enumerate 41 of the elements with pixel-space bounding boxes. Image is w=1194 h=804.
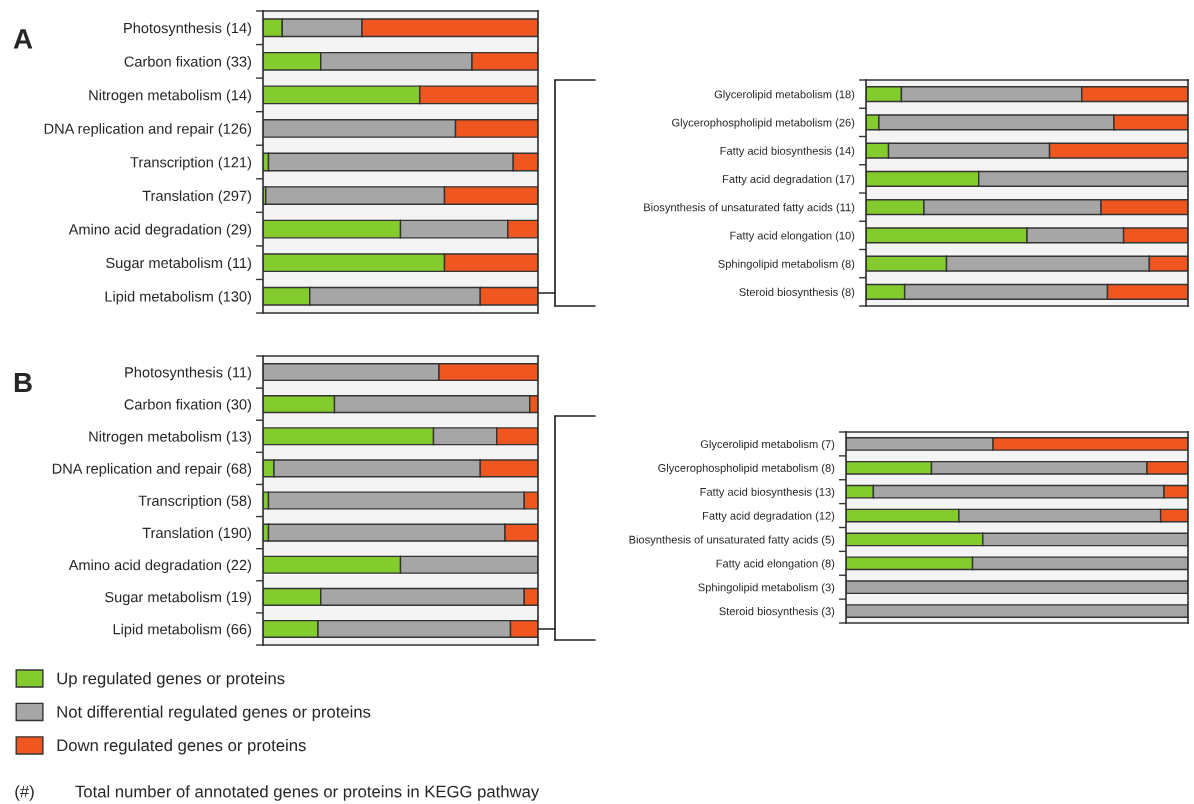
y-tick-label: Nitrogen metabolism (13): [89, 430, 251, 445]
y-tick-label: DNA replication and repair (68): [52, 463, 251, 477]
y-tick-label: Glycerolipid metabolism (7): [700, 439, 835, 451]
text: (#): [15, 785, 34, 801]
y-tick-label: Glycerophospholipid metabolism (8): [658, 463, 835, 475]
y-tick-label: Sugar metabolism (11): [106, 257, 251, 271]
y-tick-label: Fatty acid elongation (10): [730, 231, 855, 242]
legend-label: Up regulated genes or proteins: [57, 672, 285, 688]
legend-label: Down regulated genes or proteins: [57, 738, 306, 755]
y-tick-label: Carbon fixation (33): [124, 56, 251, 70]
y-tick-label: Fatty acid degradation (17): [723, 174, 855, 186]
y-tick-label: Fatty acid biosynthesis (13): [700, 487, 835, 499]
text: A: [13, 29, 33, 49]
y-tick-label: Biosynthesis of unsaturated fatty acids (5): [629, 535, 835, 546]
y-tick-label: Translation (297): [142, 190, 251, 204]
y-tick-label: Transcription (121): [130, 156, 251, 171]
y-tick-label: Fatty acid biosynthesis (14): [720, 146, 855, 157]
y-tick-label: DNA replication and repair (126): [44, 123, 251, 137]
y-tick-label: Fatty acid elongation (8): [716, 559, 835, 570]
y-tick-label: Photosynthesis (14): [124, 22, 251, 37]
y-tick-label: Transcription (58): [138, 495, 251, 509]
y-tick-label: Lipid metabolism (130): [105, 290, 251, 305]
y-tick-label: Steroid biosynthesis (8): [739, 287, 855, 299]
y-tick-label: Glycerolipid metabolism (18): [714, 90, 855, 101]
y-tick-label: Sugar metabolism (19): [105, 591, 251, 606]
y-tick-label: Photosynthesis (11): [125, 366, 251, 381]
y-tick-label: Nitrogen metabolism (14): [89, 89, 251, 104]
y-tick-label: Biosynthesis of unsaturated fatty acids (11): [644, 203, 855, 214]
y-tick-label: Carbon fixation (30): [124, 398, 251, 413]
y-tick-label: Amino acid degradation (22): [68, 559, 251, 574]
y-tick-label: Sphingolipid metabolism (3): [698, 583, 835, 594]
text: B: [14, 372, 32, 393]
text: Total number of annotated genes or proteins in KEGG pathway: [75, 785, 540, 801]
y-tick-label: Lipid metabolism (66): [113, 623, 251, 638]
y-tick-label: Sphingolipid metabolism (8): [718, 259, 855, 270]
y-tick-label: Fatty acid degradation (12): [703, 511, 835, 522]
y-tick-label: Steroid biosynthesis (3): [719, 607, 835, 618]
y-tick-label: Translation (190): [142, 527, 251, 541]
legend-label: Not differential regulated genes or proteins: [57, 705, 371, 722]
y-tick-label: Glycerophospholipid metabolism (26): [672, 118, 855, 129]
y-tick-label: Amino acid degradation (29): [68, 223, 251, 238]
